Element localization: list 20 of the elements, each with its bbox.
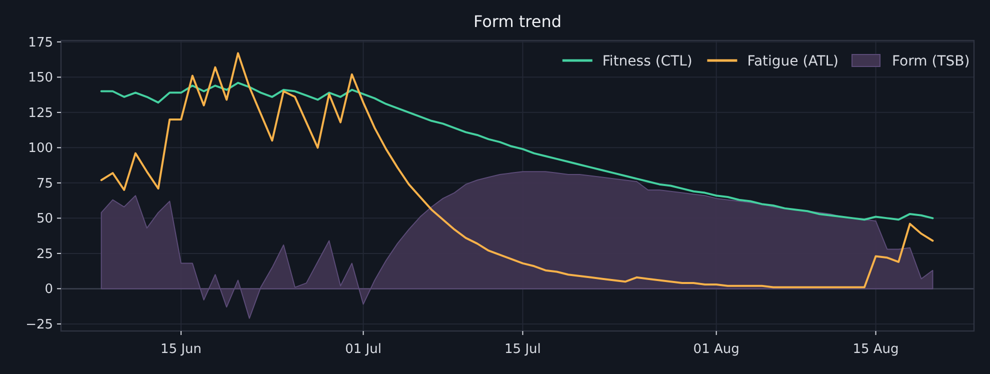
y-tick-label: 100 xyxy=(28,141,53,156)
y-tick-label: 25 xyxy=(36,246,53,262)
legend-label: Fitness (CTL) xyxy=(602,53,692,70)
legend-label: Form (TSB) xyxy=(892,53,970,70)
y-tick-label: 75 xyxy=(36,176,53,192)
x-tick-label: 01 Jul xyxy=(345,342,382,357)
line-series xyxy=(100,52,934,288)
y-tick-label: 50 xyxy=(36,212,53,227)
y-tick-label: 175 xyxy=(28,35,53,50)
line-series xyxy=(100,82,934,221)
x-tick-label: 15 Jun xyxy=(160,342,202,357)
x-tick-label: 01 Aug xyxy=(693,342,740,357)
y-tick-label: 0 xyxy=(44,282,53,298)
x-tick-label: 15 Aug xyxy=(852,342,899,357)
y-tick-label: 150 xyxy=(28,70,53,86)
chart-title: Form trend xyxy=(473,12,562,31)
y-tick-label: −25 xyxy=(26,318,53,332)
x-tick-label: 15 Jul xyxy=(504,342,541,357)
y-tick-label: 125 xyxy=(28,106,53,121)
legend-label: Fatigue (ATL) xyxy=(747,53,839,70)
